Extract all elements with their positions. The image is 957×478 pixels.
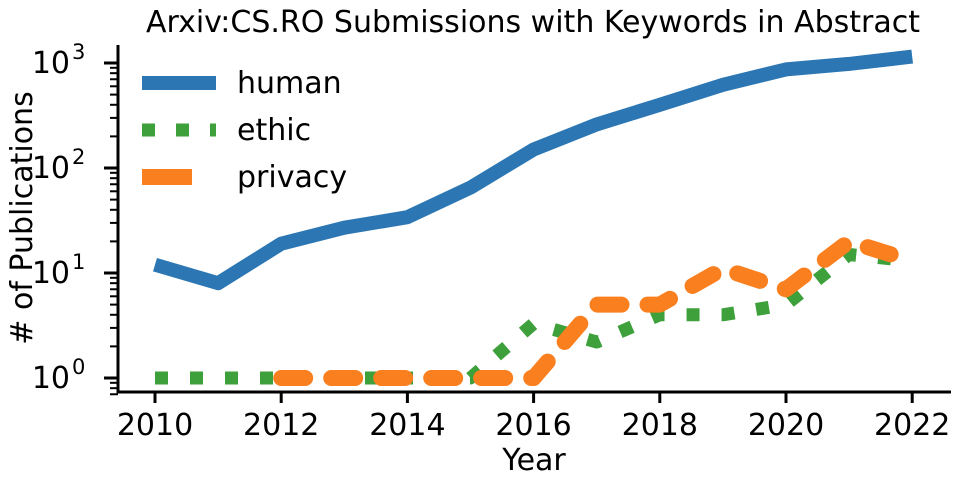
x-tick-label: 2020	[748, 408, 824, 443]
x-tick-label: 2014	[369, 408, 445, 443]
data-point-ethic-2020	[785, 304, 787, 306]
y-tick-exponent: 0	[72, 355, 85, 379]
x-tick-label: 2018	[622, 408, 698, 443]
y-tick-exponent: 2	[72, 145, 85, 169]
y-axis-label: # of Publications	[5, 91, 40, 344]
legend-label: privacy	[237, 160, 347, 195]
data-point-ethic-2022	[911, 260, 913, 262]
legend-label: human	[237, 66, 342, 101]
legend-item-privacy: privacy	[142, 160, 347, 195]
legend-item-human: human	[142, 66, 342, 101]
data-point-privacy-2019	[722, 268, 724, 270]
y-tick-exponent: 3	[72, 40, 85, 64]
x-tick-label: 2012	[243, 408, 319, 443]
y-tick-label: 10	[32, 361, 70, 396]
y-tick-label: 10	[32, 256, 70, 291]
x-tick-label: 2010	[117, 408, 193, 443]
data-point-privacy-2022	[911, 260, 913, 262]
series-line-ethic	[155, 248, 913, 385]
y-tick-label: 10	[32, 46, 70, 81]
legend-item-ethic: ethic	[142, 113, 311, 148]
y-tick-exponent: 1	[72, 250, 85, 274]
x-tick-label: 2022	[874, 408, 950, 443]
y-tick-label: 10	[32, 151, 70, 186]
chart-title: Arxiv:CS.RO Submissions with Keywords in…	[146, 5, 920, 40]
legend-label: ethic	[237, 113, 311, 148]
series-line-human	[153, 49, 914, 291]
series-line-privacy	[273, 233, 921, 386]
x-tick-label: 2016	[495, 408, 571, 443]
x-axis-label: Year	[501, 443, 566, 478]
series-layer	[153, 49, 921, 386]
legend: human ethic privacy	[142, 66, 347, 195]
x-ticks: 2010 2012 2014 2016 2018 2020 2022	[117, 392, 950, 443]
